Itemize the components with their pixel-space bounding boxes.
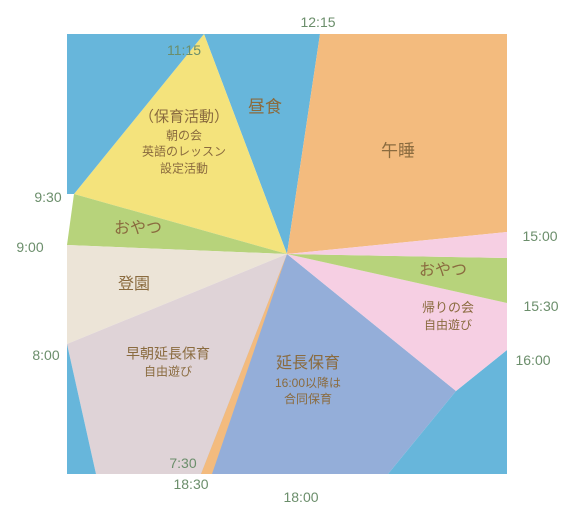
- t-16-00: 16:00: [515, 352, 550, 368]
- segment-label-morning-activity: （保育活動）朝の会英語のレッスン設定活動: [139, 108, 229, 177]
- segment-subtitle: 16:00以降は: [275, 375, 341, 391]
- t-18-00: 18:00: [283, 489, 318, 505]
- segment-subtitle: 自由遊び: [422, 317, 474, 333]
- t-8-00: 8:00: [32, 347, 59, 363]
- segment-title: 午睡: [381, 141, 415, 164]
- t-7-30: 7:30: [169, 455, 196, 471]
- segment-subtitle: 設定活動: [139, 160, 229, 176]
- segment-label-return-freeplay: 帰りの会自由遊び: [422, 299, 474, 333]
- t-15-30: 15:30: [523, 298, 558, 314]
- segment-label-arrive: 登園: [118, 274, 150, 296]
- segment-title: 延長保育: [275, 353, 341, 375]
- t-12-15: 12:15: [300, 14, 335, 30]
- segment-label-snack-afternoon: おやつ: [419, 260, 467, 282]
- segment-title: 帰りの会: [422, 299, 474, 317]
- segment-subtitle: 朝の会: [139, 128, 229, 144]
- schedule-radial: 昼食午睡（保育活動）朝の会英語のレッスン設定活動おやつ登園早朝延長保育自由遊び延…: [0, 0, 575, 514]
- segment-title: 早朝延長保育: [126, 344, 210, 363]
- t-15-00: 15:00: [522, 228, 557, 244]
- t-11-15: 11:15: [167, 42, 201, 58]
- segment-label-extended-care: 延長保育16:00以降は合同保育: [275, 353, 341, 407]
- t-9-00: 9:00: [16, 239, 43, 255]
- segment-title: おやつ: [419, 260, 467, 282]
- segment-title: おやつ: [114, 218, 162, 240]
- segment-subtitle: 合同保育: [275, 391, 341, 407]
- segment-label-nap: 午睡: [381, 141, 415, 164]
- segment-label-lunch: 昼食: [248, 97, 282, 120]
- t-9-30: 9:30: [34, 189, 61, 205]
- segment-label-snack-morning: おやつ: [114, 218, 162, 240]
- segment-title: 昼食: [248, 97, 282, 120]
- schedule-svg: [0, 0, 575, 514]
- t-18-30: 18:30: [173, 476, 208, 492]
- segment-title: （保育活動）: [139, 108, 229, 128]
- segment-subtitle: 自由遊び: [126, 363, 210, 379]
- segment-subtitle: 英語のレッスン: [139, 144, 229, 160]
- segment-title: 登園: [118, 274, 150, 296]
- segment-label-early-extended: 早朝延長保育自由遊び: [126, 344, 210, 379]
